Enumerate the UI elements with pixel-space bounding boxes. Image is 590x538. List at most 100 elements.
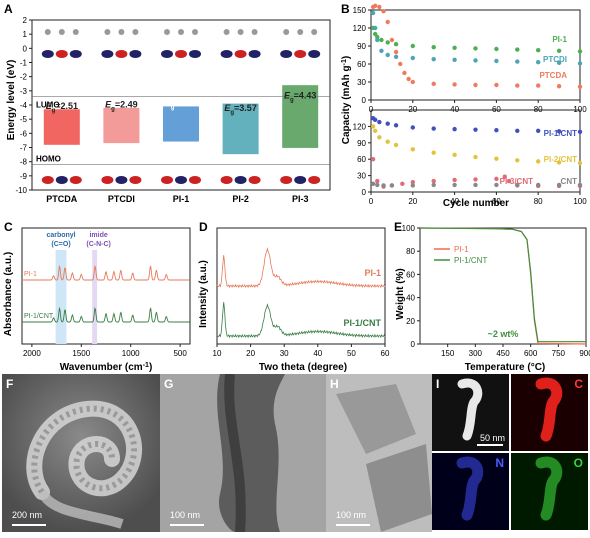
b-data-point [410,43,415,49]
panel-letter-d: D [199,220,208,234]
b-data-point [379,37,384,43]
scale-bar-i [477,444,503,446]
b-data-point [377,119,382,125]
b-data-point [431,150,436,155]
b-ytick-label: 30 [357,78,366,87]
a-gap-prefix: E [105,99,112,109]
b-data-point [473,177,478,182]
a-homo-orbital [129,176,142,184]
b-data-point [389,183,395,188]
b-data-point [372,25,378,31]
b-data-point [452,126,457,132]
b-data-point [385,139,390,144]
a-homo-orbital [189,176,201,184]
e-annotation: ~2 wt% [488,329,519,339]
b-data-point [385,52,390,58]
b-data-point [556,160,562,165]
panel-letter-c: C [4,220,13,234]
b-data-point [556,129,562,134]
d-xtick-label: 40 [313,349,322,358]
b-xtick-label: 0 [369,197,374,206]
a-molecule-atom [283,29,290,35]
a-ytick-label: -5 [20,115,28,124]
c-carbonyl-band [55,250,67,344]
panel-a: A Energy level (eV) 2 1 0 -1 -2 -3 -4 -5 -6 -7 -8 -… [4,2,331,204]
e-ytick-label: 80 [406,247,415,256]
panel-c: C Absorbance (a.u.) Wavenumber (cm-1) ca… [3,220,191,373]
b-data-point [494,128,499,133]
b-data-point [577,49,583,54]
b-data-point [375,37,380,43]
a-ytick-label: -4 [20,101,28,110]
a-molecule-atom [58,29,65,35]
b-ytick-label: 150 [353,6,367,15]
e-ytick-label: 0 [411,340,416,349]
d-series-label: PI-1/CNT [343,318,381,328]
b-data-point [452,177,457,183]
e-legend-label: PI-1 [454,245,469,254]
a-ytick-label: -3 [20,87,28,96]
a-ytick-label: -10 [15,186,27,195]
a-gap-bar [282,85,319,148]
b-ytick-label: 90 [357,42,366,51]
panel-letter-b: B [341,2,350,16]
scale-bar-h [336,524,370,526]
a-homo-orbital [101,176,114,184]
d-series-line [216,302,386,339]
a-homo-orbital [161,176,173,184]
tem-texture [160,374,326,532]
c-plot-frame [21,227,191,345]
a-molecule-atom [192,29,198,35]
c-xtick-label: 1500 [72,349,90,358]
a-lumo-orbital [175,50,187,58]
c-imide-band [92,250,98,344]
a-lumo-orbital [69,50,82,58]
b-data-point [494,82,499,88]
a-gap-value: =2.49 [115,99,138,109]
a-gap-prefix: E [46,101,53,111]
b-data-point [452,82,457,87]
panel-letter-f: F [6,377,14,391]
c-xtick-label: 1000 [122,349,140,358]
b-data-point [506,178,512,184]
e-xtick-label: 300 [469,349,483,358]
b-data-point [410,79,415,85]
b-data-point [452,57,457,62]
a-ytick-label: 0 [23,44,28,53]
a-gap-value: =2.48 [174,98,197,108]
a-category-label: PI-2 [232,194,249,204]
a-molecule-atom [297,29,304,35]
a-homo-label: HOMO [36,155,61,164]
eds-maps-i: I 50 nm C N O [432,374,590,532]
a-gap-value: =2.51 [55,101,78,111]
e-xtick-label: 150 [441,349,455,358]
a-homo-orbital [234,176,247,184]
b-ytick-label: 0 [362,96,367,105]
b-data-point [556,84,562,89]
b-data-point [536,159,541,164]
b-ytick-label: 30 [357,172,366,181]
e-xtick-label: 450 [496,349,510,358]
a-category-label: PI-3 [292,194,309,204]
b-data-point [494,176,499,182]
b-data-point [556,60,562,65]
b-data-point [452,152,457,158]
a-gap-bar [163,106,199,142]
a-lumo-orbital [294,50,307,58]
a-ylabel: Energy level (eV) [6,60,17,141]
b-data-point [410,125,415,130]
b-data-point [375,178,380,184]
b-xtick-label: 20 [408,197,417,206]
haadf-image: I 50 nm [432,374,509,451]
b-data-point [410,179,415,185]
d-xtick-label: 20 [246,349,255,358]
a-lumo-orbital [161,50,173,58]
a-lumo-orbital [129,50,142,58]
panel-d: D Intensity (a.u.) Two theta (degree) 10… [198,220,390,373]
a-homo-orbital [280,176,293,184]
a-molecule-atom [164,29,170,35]
panel-letter-e: E [394,220,402,234]
d-xtick-label: 10 [213,349,222,358]
a-ytick-label: -1 [20,59,28,68]
c-annotation-carbonyl: carbonyl [46,232,75,239]
